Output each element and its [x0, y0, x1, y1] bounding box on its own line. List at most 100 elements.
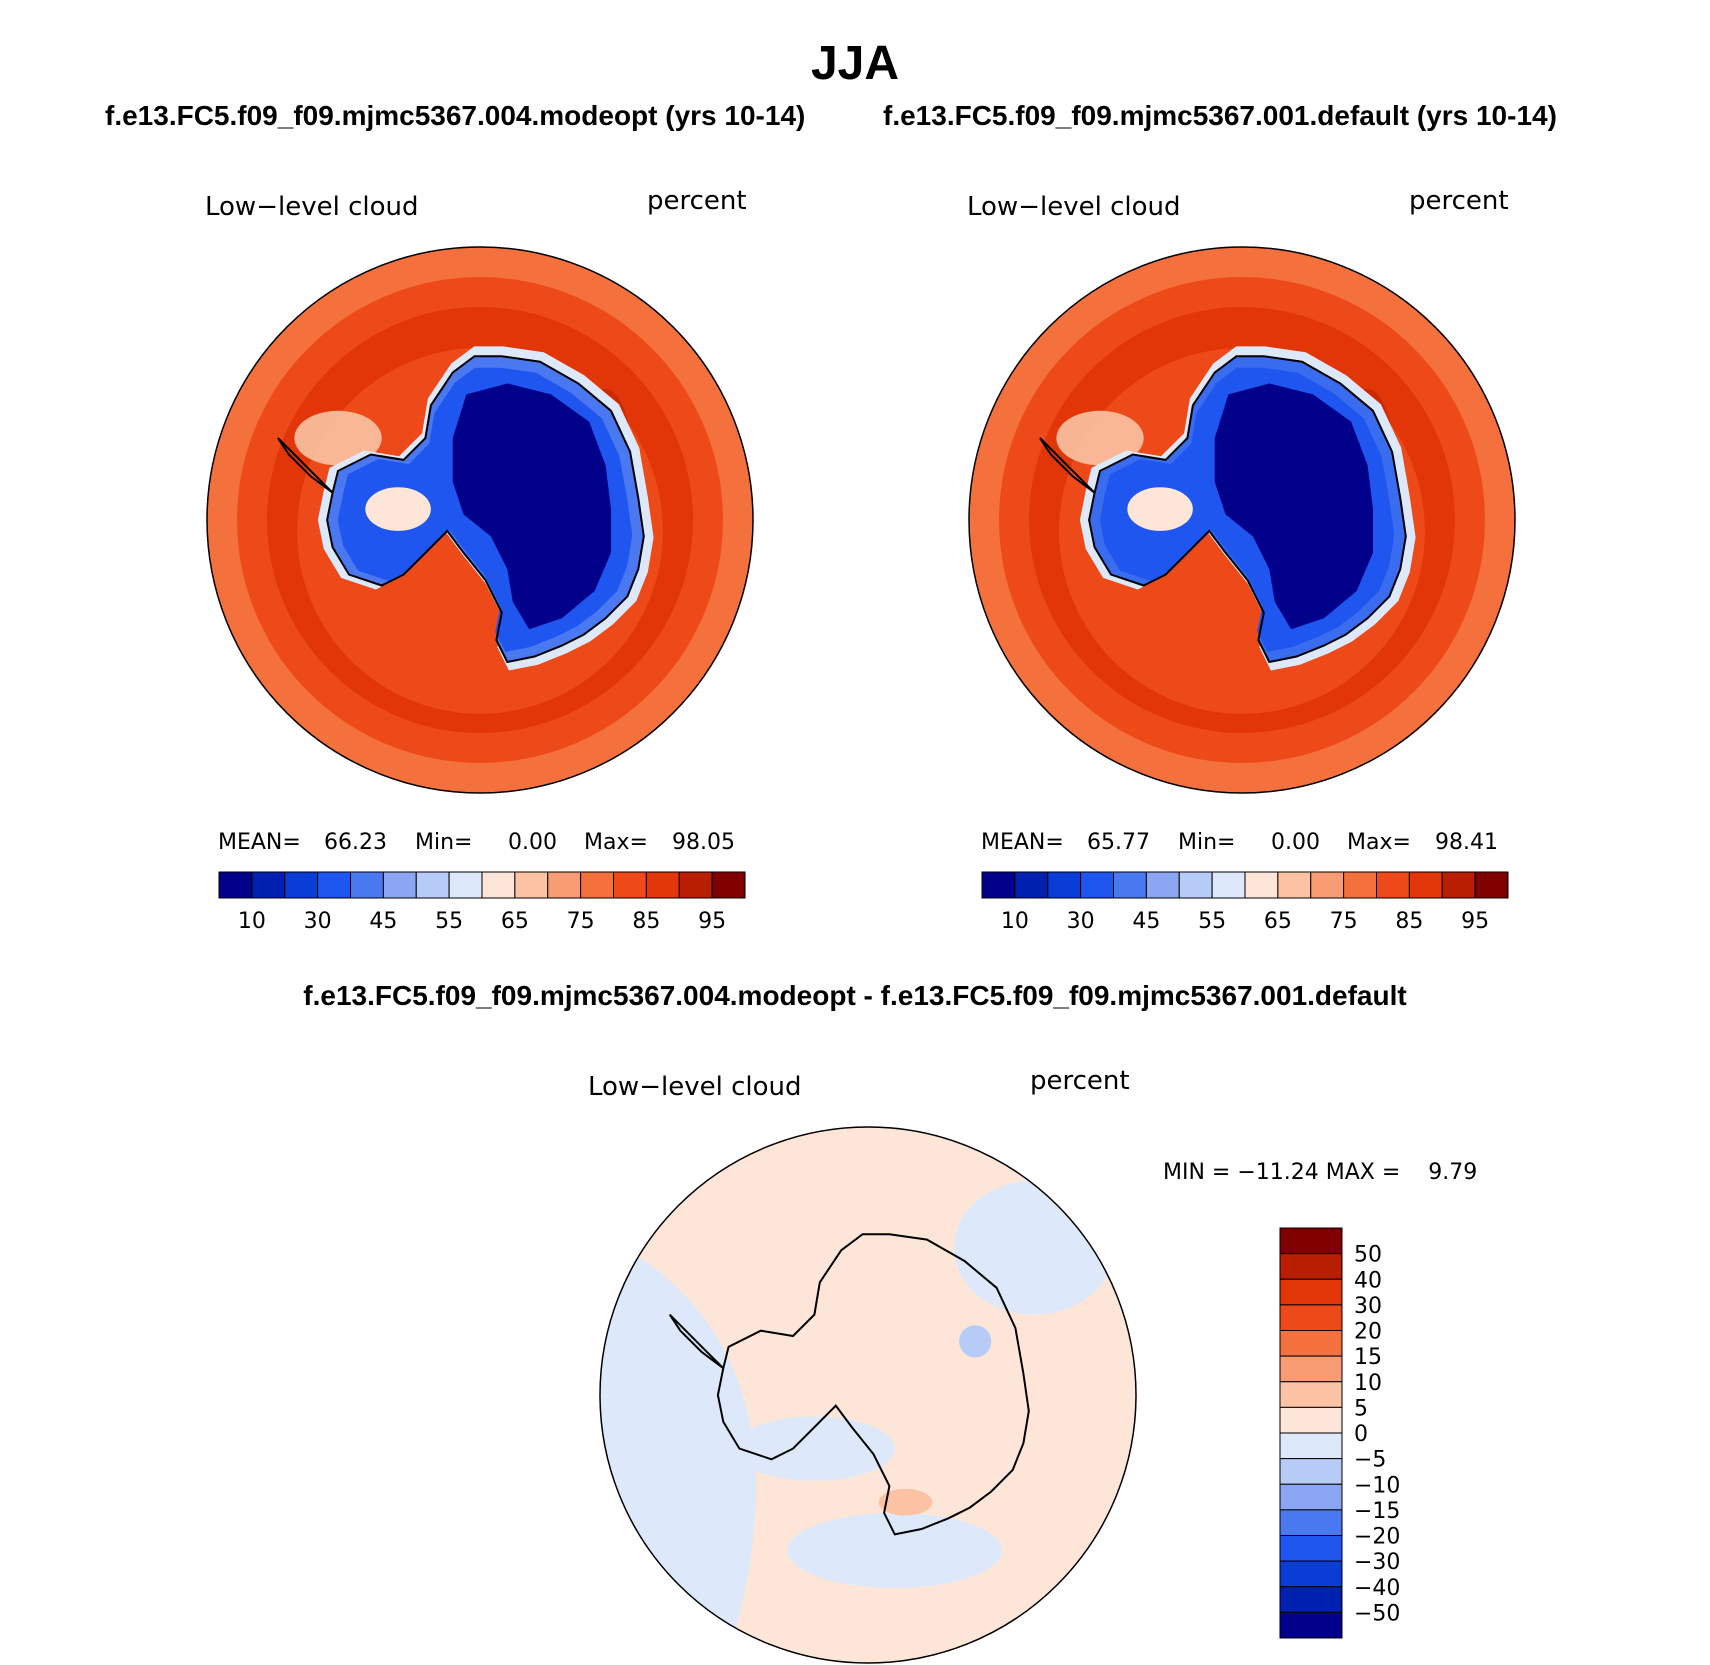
negative-diff-min — [959, 1325, 992, 1358]
difference-polar-map — [599, 1126, 1137, 1664]
peninsula-low-patch — [1056, 410, 1144, 466]
outer-ring-field — [207, 247, 753, 793]
panel-1-units-label: percent — [647, 186, 747, 216]
colorbar-tick-label: 45 — [369, 909, 397, 934]
panel-1-variable-label: Low−level cloud — [205, 192, 419, 222]
colorbar-tick-label: 50 — [1354, 1243, 1382, 1268]
colorbar-swatch — [1279, 1381, 1343, 1408]
figure-title: JJA — [810, 37, 900, 90]
plateau-field — [452, 383, 611, 630]
outer-ring-field — [969, 247, 1515, 793]
panel-1-mean-value: 66.23 — [324, 830, 387, 855]
colorbar-tick-label: −10 — [1354, 1473, 1400, 1498]
negative-diff-northeast — [953, 1180, 1115, 1315]
panel-1-max-value: 98.05 — [672, 830, 735, 855]
colorbar-swatch — [1080, 871, 1114, 899]
colorbar-swatch — [1376, 871, 1410, 899]
colorbar-swatch — [1474, 871, 1509, 899]
colorbar-tick-label: −30 — [1354, 1550, 1400, 1575]
panel-1-polar-map — [206, 246, 754, 794]
difference-units-label: percent — [1030, 1066, 1130, 1096]
colorbar-tick-label: −50 — [1354, 1601, 1400, 1626]
colorbar-tick-label: 40 — [1354, 1268, 1382, 1293]
peninsula-coastline — [277, 437, 334, 494]
colorbar-swatch — [1279, 1304, 1343, 1331]
panel-2-variable-label: Low−level cloud — [967, 192, 1181, 222]
plateau-field — [1214, 383, 1373, 630]
colorbar-swatch — [981, 871, 1016, 899]
colorbar-tick-label: 10 — [1001, 909, 1029, 934]
colorbar-tick-label: 45 — [1132, 909, 1160, 934]
colorbar-tick-label: 30 — [304, 909, 332, 934]
panel-2-colorbar: 10 30 45 55 65 75 85 95 — [981, 871, 1509, 934]
colorbar-swatch — [1408, 871, 1443, 899]
colorbar-tick-label: 85 — [1395, 909, 1423, 934]
negative-diff-interior — [734, 1416, 895, 1481]
panel-2-mean-label: MEAN= — [981, 830, 1064, 855]
colorbar-tick-label: 95 — [698, 909, 726, 934]
panel-2-mean-value: 65.77 — [1087, 830, 1150, 855]
peninsula-coastline — [1039, 437, 1096, 494]
colorbar-tick-label: 55 — [1198, 909, 1226, 934]
panel-2-case-title: f.e13.FC5.f09_f09.mjmc5367.001.default (… — [883, 100, 1557, 131]
panel-1-max-label: Max= — [584, 830, 648, 855]
colorbar-swatch — [678, 871, 713, 899]
map-boundary — [968, 246, 1516, 794]
panel-2-max-label: Max= — [1347, 830, 1411, 855]
colorbar-swatch — [514, 871, 549, 899]
colorbar-tick-label: −40 — [1354, 1576, 1400, 1601]
colorbar-swatch — [317, 871, 351, 899]
colorbar-tick-label: 10 — [1354, 1371, 1382, 1396]
colorbar-swatch — [711, 871, 746, 899]
map-boundary — [206, 246, 754, 794]
panel-2-units-label: percent — [1409, 186, 1509, 216]
colorbar-swatch — [481, 871, 516, 899]
panel-1-min-label: Min= — [415, 830, 473, 855]
colorbar-tick-label: −5 — [1354, 1448, 1386, 1473]
colorbar-tick-label: 85 — [632, 909, 660, 934]
peninsula-coastline — [668, 1313, 725, 1370]
colorbar-swatch — [350, 871, 384, 899]
colorbar-tick-label: 75 — [1330, 909, 1358, 934]
colorbar-swatch — [1343, 871, 1377, 899]
panel-1-case-title: f.e13.FC5.f09_f09.mjmc5367.004.modeopt (… — [105, 100, 806, 131]
antarctica-coastline — [1088, 355, 1407, 664]
colorbar-swatch — [1211, 871, 1246, 899]
colorbar-swatch — [1279, 1406, 1343, 1434]
colorbar-swatch — [1277, 871, 1312, 899]
colorbar-tick-label: 5 — [1354, 1396, 1368, 1421]
panel-2-min-label: Min= — [1178, 830, 1236, 855]
colorbar-tick-label: 65 — [1264, 909, 1292, 934]
colorbar-swatch — [1014, 871, 1049, 899]
difference-variable-label: Low−level cloud — [588, 1072, 802, 1102]
colorbar-swatch — [1244, 871, 1279, 899]
colorbar-swatch — [448, 871, 483, 899]
panel-1-min-value: 0.00 — [508, 830, 557, 855]
panel-1-colorbar: 10 30 45 55 65 75 85 95 — [218, 871, 746, 934]
colorbar-tick-label: 10 — [238, 909, 266, 934]
colorbar-swatch — [1279, 1330, 1343, 1357]
colorbar-swatch — [1279, 1509, 1343, 1536]
colorbar-swatch — [1279, 1560, 1343, 1588]
colorbar-tick-label: −20 — [1354, 1525, 1400, 1550]
antarctica-coastline — [326, 355, 645, 664]
colorbar-swatch — [1178, 871, 1213, 899]
colorbar-swatch — [1279, 1483, 1343, 1511]
colorbar-tick-label: 55 — [435, 909, 463, 934]
colorbar-tick-label: 75 — [567, 909, 595, 934]
panel-1-mean-label: MEAN= — [218, 830, 301, 855]
colorbar-swatch — [1279, 1355, 1343, 1383]
colorbar-swatch — [645, 871, 680, 899]
colorbar-swatch — [547, 871, 582, 899]
colorbar-tick-label: 15 — [1354, 1345, 1382, 1370]
colorbar-swatch — [218, 871, 253, 899]
antarctica-coastline — [716, 1233, 1030, 1536]
panel-2-max-value: 98.41 — [1435, 830, 1498, 855]
colorbar-swatch — [1279, 1458, 1343, 1485]
positive-diff-max — [878, 1488, 933, 1516]
colorbar-swatch — [1441, 871, 1476, 899]
colorbar-tick-label: 0 — [1354, 1422, 1368, 1447]
colorbar-swatch — [1113, 871, 1147, 899]
colorbar-tick-label: 20 — [1354, 1320, 1382, 1345]
